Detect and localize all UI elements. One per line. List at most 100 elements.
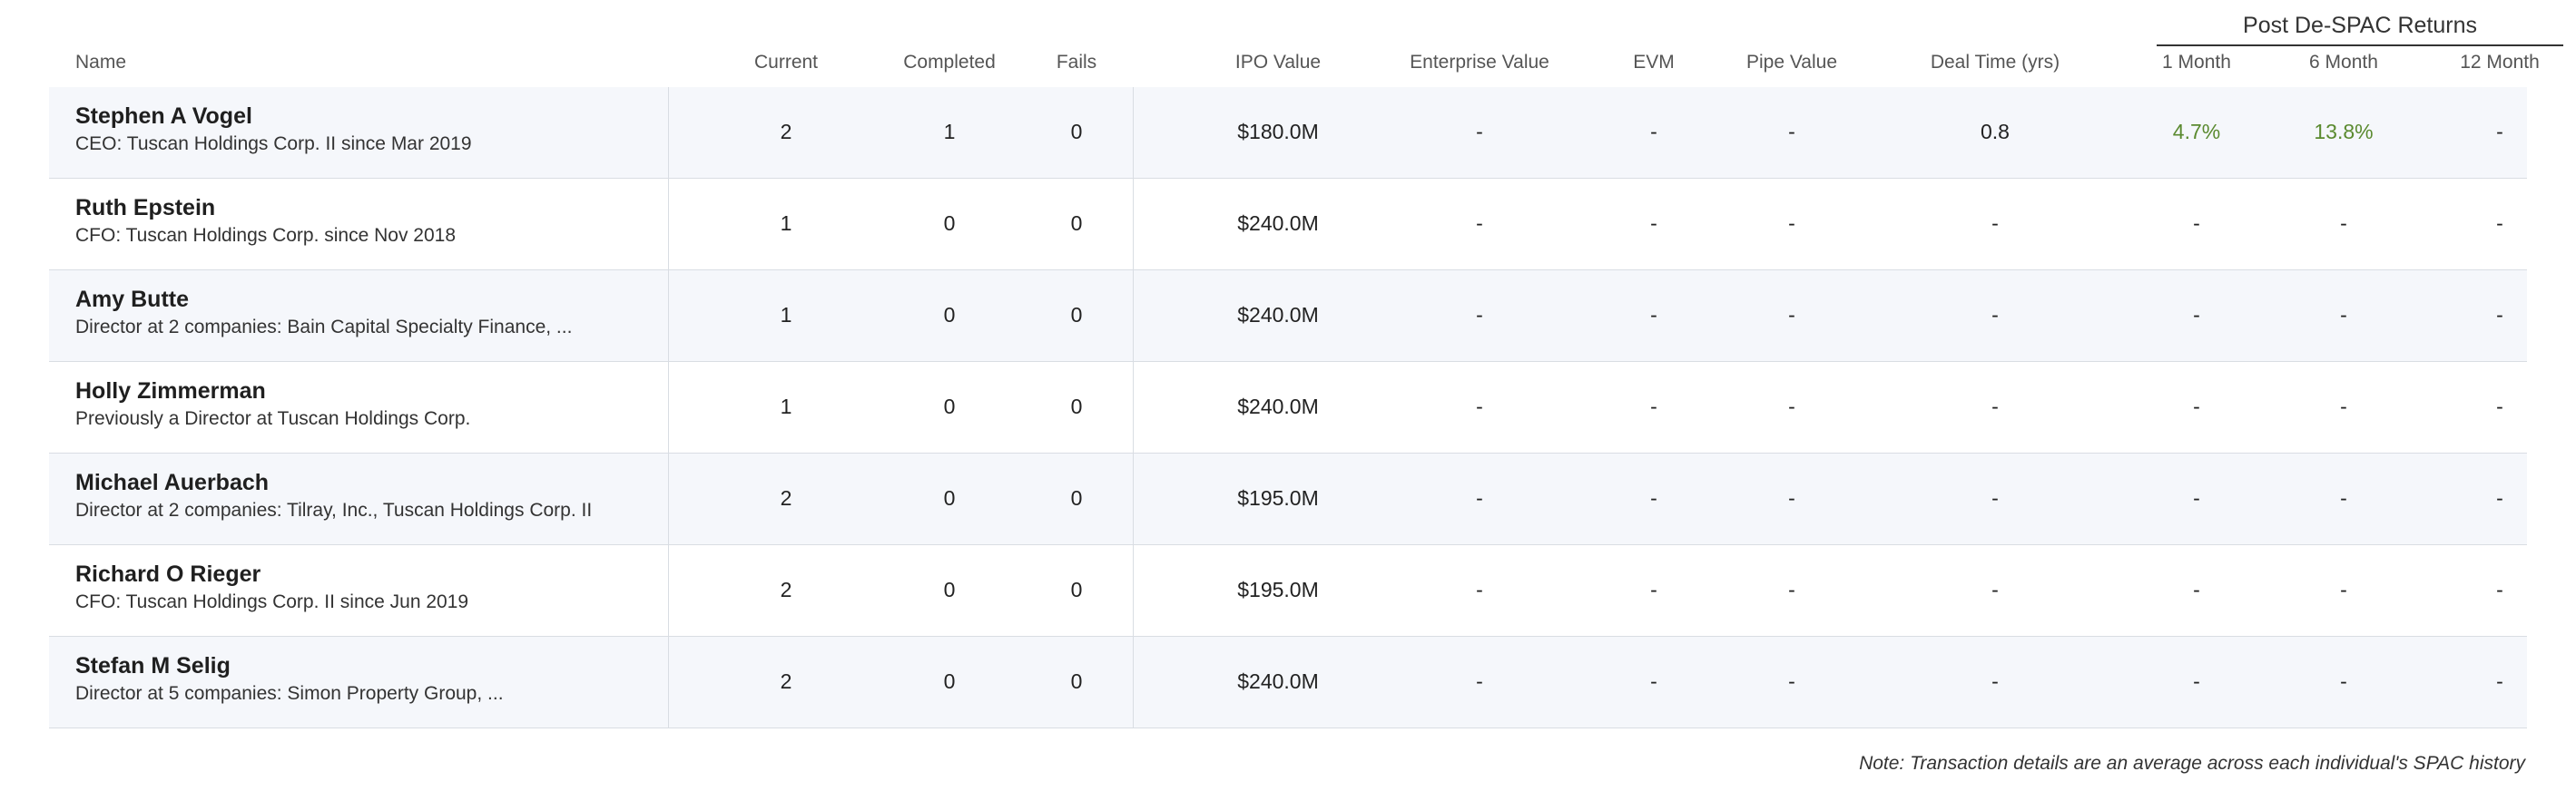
column-divider	[668, 545, 669, 636]
fails-count: 0	[1070, 211, 1083, 235]
return-1-month: -	[2193, 211, 2200, 235]
return-12-month: -	[2496, 669, 2503, 693]
evm-value: -	[1650, 578, 1657, 601]
fails-count: 0	[1070, 303, 1083, 327]
column-header-current[interactable]: Current	[753, 52, 819, 73]
fails-count: 0	[1070, 669, 1083, 693]
person-name-link[interactable]: Michael Auerbach	[75, 470, 270, 495]
return-6-month: 13.8%	[2314, 120, 2374, 143]
deal-time: -	[1991, 669, 1999, 693]
enterprise-value: -	[1476, 395, 1483, 418]
column-header-1-month[interactable]: 1 Month	[2162, 52, 2231, 73]
pipe-value: -	[1788, 395, 1795, 418]
column-header-fails[interactable]: Fails	[1056, 52, 1097, 73]
pipe-value: -	[1788, 211, 1795, 235]
table-row[interactable]: Stefan M Selig Director at 5 companies: …	[49, 637, 2527, 728]
evm-value: -	[1650, 669, 1657, 693]
evm-value: -	[1650, 120, 1657, 143]
enterprise-value: -	[1476, 578, 1483, 601]
deal-time: -	[1991, 578, 1999, 601]
column-divider	[1133, 637, 1134, 728]
pipe-value: -	[1788, 486, 1795, 510]
person-name-link[interactable]: Amy Butte	[75, 287, 190, 312]
person-cell: Holly Zimmerman Previously a Director at…	[75, 376, 470, 433]
deal-time: -	[1991, 303, 1999, 327]
ipo-value: $180.0M	[1237, 120, 1319, 143]
return-1-month: 4.7%	[2172, 120, 2221, 143]
column-header-deal-time[interactable]: Deal Time (yrs)	[1930, 52, 2060, 73]
deal-time: -	[1991, 395, 1999, 418]
table-row[interactable]: Amy Butte Director at 2 companies: Bain …	[49, 270, 2527, 362]
return-1-month: -	[2193, 486, 2200, 510]
pipe-value: -	[1788, 303, 1795, 327]
person-cell: Ruth Epstein CFO: Tuscan Holdings Corp. …	[75, 193, 456, 249]
enterprise-value: -	[1476, 303, 1483, 327]
return-1-month: -	[2193, 303, 2200, 327]
return-1-month: -	[2193, 578, 2200, 601]
return-12-month: -	[2496, 120, 2503, 143]
person-role: Director at 2 companies: Tilray, Inc., T…	[75, 500, 593, 521]
return-6-month: -	[2340, 669, 2347, 693]
evm-value: -	[1650, 395, 1657, 418]
column-divider	[1133, 270, 1134, 361]
column-divider	[668, 362, 669, 453]
enterprise-value: -	[1476, 211, 1483, 235]
table-footnote: Note: Transaction details are an average…	[1859, 753, 2525, 774]
column-divider	[1133, 362, 1134, 453]
table-row[interactable]: Stephen A Vogel CEO: Tuscan Holdings Cor…	[49, 87, 2527, 179]
person-name-link[interactable]: Holly Zimmerman	[75, 378, 266, 404]
column-header-6-month[interactable]: 6 Month	[2309, 52, 2378, 73]
completed-count: 1	[943, 120, 956, 143]
person-name-link[interactable]: Richard O Rieger	[75, 562, 261, 587]
person-cell: Stephen A Vogel CEO: Tuscan Holdings Cor…	[75, 102, 472, 158]
person-role: Previously a Director at Tuscan Holdings…	[75, 408, 471, 429]
table-row[interactable]: Holly Zimmerman Previously a Director at…	[49, 362, 2527, 454]
ipo-value: $240.0M	[1237, 211, 1319, 235]
fails-count: 0	[1070, 486, 1083, 510]
table-header-row: Name Current Completed Fails IPO Value E…	[49, 51, 2540, 88]
column-divider	[1133, 454, 1134, 544]
column-header-12-month[interactable]: 12 Month	[2460, 52, 2540, 73]
completed-count: 0	[943, 578, 956, 601]
column-divider	[668, 270, 669, 361]
evm-value: -	[1650, 486, 1657, 510]
pipe-value: -	[1788, 120, 1795, 143]
column-header-pipe-value[interactable]: Pipe Value	[1745, 52, 1838, 73]
table-row[interactable]: Ruth Epstein CFO: Tuscan Holdings Corp. …	[49, 179, 2527, 270]
completed-count: 0	[943, 211, 956, 235]
person-role: CFO: Tuscan Holdings Corp. II since Jun …	[75, 591, 469, 612]
table-row[interactable]: Richard O Rieger CFO: Tuscan Holdings Co…	[49, 545, 2527, 637]
completed-count: 0	[943, 486, 956, 510]
completed-count: 0	[943, 303, 956, 327]
table-row[interactable]: Michael Auerbach Director at 2 companies…	[49, 454, 2527, 545]
return-6-month: -	[2340, 395, 2347, 418]
current-count: 2	[780, 486, 792, 510]
column-divider	[668, 87, 669, 178]
pipe-value: -	[1788, 578, 1795, 601]
completed-count: 0	[943, 669, 956, 693]
column-divider	[1133, 87, 1134, 178]
column-divider	[668, 454, 669, 544]
column-header-ipo-value[interactable]: IPO Value	[1234, 52, 1322, 73]
fails-count: 0	[1070, 120, 1083, 143]
table-body: Stephen A Vogel CEO: Tuscan Holdings Cor…	[49, 87, 2527, 728]
column-header-evm[interactable]: EVM	[1633, 52, 1675, 73]
column-header-enterprise-value[interactable]: Enterprise Value	[1410, 52, 1549, 73]
completed-count: 0	[943, 395, 956, 418]
current-count: 1	[780, 303, 792, 327]
return-6-month: -	[2340, 211, 2347, 235]
post-despac-returns-group-header: Post De-SPAC Returns	[2157, 13, 2563, 46]
person-name-link[interactable]: Ruth Epstein	[75, 195, 216, 220]
person-name-link[interactable]: Stefan M Selig	[75, 653, 231, 679]
current-count: 2	[780, 120, 792, 143]
ipo-value: $240.0M	[1237, 669, 1319, 693]
column-header-name[interactable]: Name	[75, 52, 127, 73]
return-12-month: -	[2496, 303, 2503, 327]
person-name-link[interactable]: Stephen A Vogel	[75, 103, 252, 129]
column-divider	[668, 637, 669, 728]
person-role: CEO: Tuscan Holdings Corp. II since Mar …	[75, 133, 472, 154]
ipo-value: $240.0M	[1237, 303, 1319, 327]
column-header-completed[interactable]: Completed	[903, 52, 996, 73]
column-divider	[668, 179, 669, 269]
return-6-month: -	[2340, 303, 2347, 327]
